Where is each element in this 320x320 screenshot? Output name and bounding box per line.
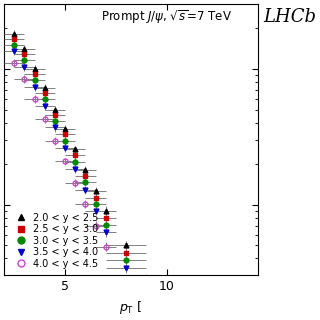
Text: Prompt $J/\psi$, $\sqrt{s}$=7 TeV: Prompt $J/\psi$, $\sqrt{s}$=7 TeV xyxy=(100,8,232,26)
Legend: 2.0 < y < 2.5, 2.5 < y < 3.0, 3.0 < y < 3.5, 3.5 < y < 4.0, 4.0 < y < 4.5: 2.0 < y < 2.5, 2.5 < y < 3.0, 3.0 < y < … xyxy=(9,211,101,270)
X-axis label: $p_{\mathrm{T}}$ [: $p_{\mathrm{T}}$ [ xyxy=(119,299,143,316)
Text: LHCb: LHCb xyxy=(263,8,316,26)
